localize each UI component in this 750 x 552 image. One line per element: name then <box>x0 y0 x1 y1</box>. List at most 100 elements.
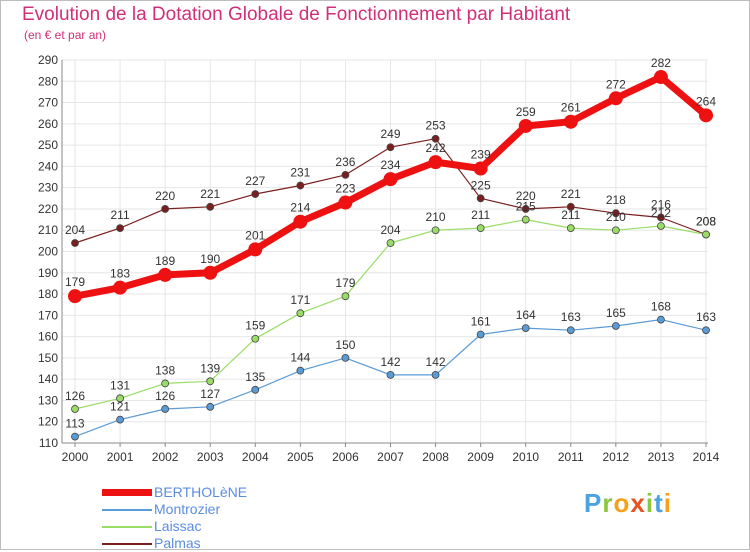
point-bertholene-2010 <box>518 118 533 133</box>
point-laissac-2003 <box>206 377 215 386</box>
xtick-label-2003: 2003 <box>197 450 224 464</box>
point-bertholene-2013 <box>653 70 668 85</box>
ytick-label-230: 230 <box>38 181 58 195</box>
data-label-bertholene-2003: 190 <box>200 252 220 266</box>
point-laissac-2006 <box>341 292 350 301</box>
data-label-laissac-2007: 204 <box>380 223 400 237</box>
ytick-label-160: 160 <box>38 330 58 344</box>
point-bertholene-2001 <box>113 280 128 295</box>
xtick-label-2000: 2000 <box>62 450 89 464</box>
xtick-label-2005: 2005 <box>287 450 314 464</box>
point-bertholene-2000 <box>68 289 82 304</box>
legend-swatch-montrozier <box>102 509 152 511</box>
data-label-montrozier-2011: 163 <box>561 310 581 324</box>
point-palmas-2011 <box>566 202 575 211</box>
data-label-laissac-2001: 131 <box>110 378 130 392</box>
data-label-montrozier-2007: 142 <box>380 355 400 369</box>
point-bertholene-2002 <box>158 267 173 282</box>
point-bertholene-2007 <box>383 172 398 187</box>
point-palmas-2012 <box>611 209 620 218</box>
point-palmas-2008 <box>431 134 440 143</box>
ytick-label-170: 170 <box>38 308 58 322</box>
data-label-palmas-2003: 221 <box>200 187 220 201</box>
data-label-laissac-2003: 139 <box>200 361 220 375</box>
data-label-bertholene-2007: 234 <box>380 158 400 172</box>
point-montrozier-2011 <box>566 326 575 335</box>
ytick-label-220: 220 <box>38 202 58 216</box>
point-laissac-2011 <box>566 224 575 232</box>
ytick-label-210: 210 <box>38 223 58 237</box>
point-palmas-2013 <box>657 213 665 222</box>
point-laissac-2001 <box>116 394 124 403</box>
data-label-montrozier-2005: 144 <box>290 351 310 365</box>
data-label-palmas-2004: 227 <box>245 174 265 188</box>
data-label-laissac-2009: 211 <box>471 208 490 222</box>
point-palmas-2002 <box>161 205 170 213</box>
data-label-palmas-2010: 220 <box>516 189 536 203</box>
data-label-montrozier-2001: 121 <box>110 400 130 414</box>
data-label-palmas-2014: 208 <box>696 214 716 228</box>
point-bertholene-2014 <box>699 108 713 123</box>
point-montrozier-2008 <box>431 371 440 379</box>
data-label-laissac-2005: 171 <box>290 293 310 307</box>
point-laissac-2009 <box>476 224 485 232</box>
xtick-label-2008: 2008 <box>422 450 449 464</box>
data-label-bertholene-2006: 223 <box>335 182 355 196</box>
data-label-palmas-2009: 225 <box>471 178 491 192</box>
point-laissac-2013 <box>657 222 665 230</box>
data-label-palmas-2005: 231 <box>290 166 310 180</box>
data-label-montrozier-2000: 113 <box>65 417 84 431</box>
data-label-laissac-2006: 179 <box>335 276 355 290</box>
series <box>68 70 713 441</box>
data-label-montrozier-2014: 163 <box>696 310 716 324</box>
point-montrozier-2003 <box>206 402 215 411</box>
line-chart: 110 120 130 140 150 160 170 180 190 200 210 220 230 2… <box>38 53 720 464</box>
point-palmas-2007 <box>386 143 395 152</box>
data-label-montrozier-2004: 135 <box>245 370 265 384</box>
ytick-label-110: 110 <box>39 436 58 450</box>
point-laissac-2002 <box>161 379 170 388</box>
data-label-montrozier-2012: 165 <box>606 306 626 320</box>
point-montrozier-2001 <box>116 415 124 424</box>
point-laissac-2005 <box>296 309 305 318</box>
point-montrozier-2004 <box>251 385 260 394</box>
ytick-label-250: 250 <box>38 138 58 152</box>
point-bertholene-2011 <box>563 114 578 129</box>
data-label-montrozier-2008: 142 <box>426 355 446 369</box>
point-laissac-2000 <box>71 405 79 413</box>
ytick-label-150: 150 <box>38 351 58 365</box>
chart-subtitle: (en € et par an) <box>24 28 107 42</box>
data-label-montrozier-2009: 161 <box>471 314 491 328</box>
xtick-label-2014: 2014 <box>693 450 720 464</box>
data-label-bertholene-2011: 261 <box>561 101 581 115</box>
data-label-laissac-2013: 212 <box>651 206 671 220</box>
data-label-palmas-2011: 221 <box>561 187 581 201</box>
data-label-laissac-2004: 159 <box>245 319 265 333</box>
data-labels: 204 211 220 221 227 231 236 249 253 225 220 221 218 2… <box>65 56 716 431</box>
data-label-laissac-2002: 138 <box>155 363 175 377</box>
point-montrozier-2009 <box>476 330 485 339</box>
ytick-label-180: 180 <box>38 287 58 301</box>
point-palmas-2000 <box>71 239 79 247</box>
data-label-montrozier-2002: 126 <box>155 389 175 403</box>
point-laissac-2012 <box>611 226 620 235</box>
data-label-palmas-2012: 218 <box>606 193 626 207</box>
data-label-montrozier-2013: 168 <box>651 300 671 314</box>
data-label-bertholene-2014: 264 <box>696 94 716 108</box>
data-label-bertholene-2010: 259 <box>516 105 536 119</box>
point-palmas-2005 <box>296 181 305 190</box>
legend-label-palmas: Palmas <box>154 535 201 551</box>
data-label-palmas-2006: 236 <box>335 155 355 169</box>
data-label-laissac-2010: 215 <box>516 200 536 214</box>
xtick-label-2002: 2002 <box>152 450 179 464</box>
data-label-laissac-2014: 208 <box>696 214 716 228</box>
data-label-palmas-2013: 216 <box>651 197 671 211</box>
xtick-label-2004: 2004 <box>242 450 269 464</box>
xtick-label-2011: 2011 <box>558 450 584 464</box>
data-label-bertholene-2005: 214 <box>290 201 310 215</box>
point-laissac-2014 <box>702 230 710 239</box>
legend-label-bertholene: BERTHOLèNE <box>154 484 248 500</box>
point-montrozier-2005 <box>296 366 305 375</box>
legend-swatch-bertholene <box>102 489 152 496</box>
point-palmas-2010 <box>521 205 530 213</box>
